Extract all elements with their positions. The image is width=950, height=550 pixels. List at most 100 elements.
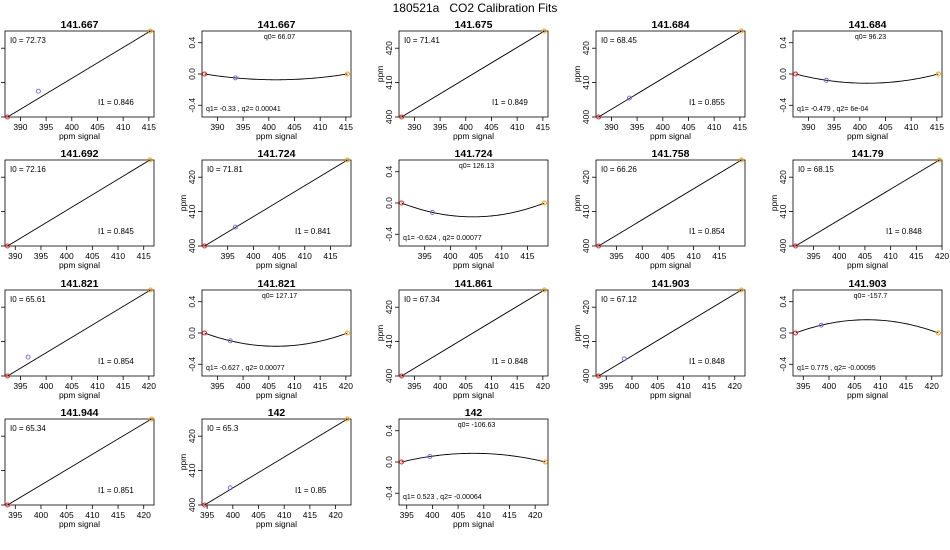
y-tick-label: 410 [581, 334, 591, 348]
y-tick-label: 400 [581, 369, 591, 383]
x-tick-label: 390 [8, 251, 22, 261]
x-axis-label: ppm signal [59, 131, 100, 141]
data-point [232, 224, 238, 230]
q1-q2-label: q1= -0.33 , q2= 0.00041 [206, 106, 281, 113]
data-point [542, 459, 548, 465]
data-point [596, 373, 602, 379]
x-tick-label: 420 [339, 381, 353, 391]
intercept-label: I0 = 65.61 [10, 295, 46, 304]
y-tick-label: 0.0 [384, 197, 394, 209]
data-point [596, 243, 602, 249]
x-tick-label: 400 [246, 251, 260, 261]
x-axis-label: ppm signal [847, 260, 888, 270]
x-tick-label: 395 [210, 381, 224, 391]
plot-frame [201, 418, 352, 506]
y-tick-label: 410 [778, 204, 788, 218]
x-tick-label: 400 [262, 122, 276, 132]
y-tick-label: 410 [384, 334, 394, 348]
data-point [541, 28, 547, 34]
panel-title: 141.684 [652, 19, 690, 31]
x-tick-label: 395 [8, 510, 22, 520]
x-tick-label: 410 [495, 251, 509, 261]
x-tick-label: 395 [200, 510, 214, 520]
y-axis-label: ppm [178, 454, 188, 471]
x-tick-label: 405 [661, 251, 675, 261]
x-axis-label: ppm signal [847, 390, 888, 400]
x-tick-label: 410 [277, 510, 291, 520]
plot-frame [792, 30, 943, 118]
y-tick-label: 420 [384, 41, 394, 55]
x-tick-label: 410 [90, 381, 104, 391]
x-tick-label: 390 [604, 122, 618, 132]
intercept-label: I0 = 68.15 [798, 165, 834, 174]
panel-title: 141.903 [849, 278, 887, 290]
x-tick-label: 400 [853, 122, 867, 132]
y-tick-label: 0.4 [384, 166, 394, 178]
x-tick-label: 410 [287, 381, 301, 391]
x-tick-label: 395 [221, 251, 235, 261]
slope-label: I1 = 0.848 [886, 227, 922, 236]
slope-label: I1 = 0.846 [98, 98, 134, 107]
fit-line [203, 160, 349, 246]
x-tick-label: 405 [272, 251, 286, 261]
data-point [5, 373, 11, 379]
x-tick-label: 410 [510, 122, 524, 132]
x-tick-label: 400 [236, 381, 250, 391]
data-point [148, 416, 154, 422]
data-point [5, 243, 11, 249]
x-tick-label: 410 [85, 510, 99, 520]
data-point [541, 287, 547, 293]
plot-frame [4, 289, 155, 377]
plot-frame [201, 289, 352, 377]
x-tick-label: 415 [712, 251, 726, 261]
intercept-label: I0 = 72.73 [10, 36, 46, 45]
fit-panel-14: 141.903 395 400 405 410 415 420 ppm signal 400 41… [572, 278, 746, 400]
figure-title: 180521a CO2 Calibration Fits [392, 1, 558, 15]
fit-panel-13: 141.861 395 400 405 410 415 420 ppm signal 400 41… [375, 278, 550, 400]
panel-title: 141.944 [61, 407, 99, 419]
data-point [793, 71, 799, 77]
x-tick-label: 395 [609, 251, 623, 261]
x-tick-label: 405 [90, 122, 104, 132]
x-tick-label: 410 [298, 251, 312, 261]
y-tick-label: 0.0 [384, 456, 394, 468]
intercept-label: I0 = 72.16 [10, 165, 46, 174]
intercept-label: I0 = 67.34 [404, 295, 440, 304]
intercept-label: I0 = 71.41 [404, 36, 440, 45]
x-tick-label: 420 [528, 510, 542, 520]
y-tick-label: 420 [581, 41, 591, 55]
data-point [202, 243, 208, 249]
fit-line [6, 419, 153, 505]
x-axis-label: ppm signal [453, 519, 494, 529]
x-tick-label: 410 [477, 510, 491, 520]
x-tick-label: 405 [858, 251, 872, 261]
x-tick-label: 405 [681, 122, 695, 132]
x-tick-label: 415 [536, 122, 550, 132]
fit-panel-2: 141.667 390 395 400 405 410 415 ppm signal -0.4 0… [187, 19, 353, 141]
fit-panel-5: 141.684 390 395 400 405 410 415 ppm signal -0.4 0… [778, 19, 944, 141]
fit-panel-18: 142 395 400 405 410 415 420 ppm signal -0.4 0.0 0.… [384, 407, 549, 529]
plot-frame [4, 418, 155, 506]
x-tick-label: 415 [111, 510, 125, 520]
fit-curve [401, 452, 546, 463]
data-point [344, 71, 350, 77]
fit-line [6, 160, 151, 246]
intercept-label: I0 = 67.12 [601, 295, 637, 304]
plot-frame [792, 289, 943, 377]
y-tick-label: 410 [187, 463, 197, 477]
slope-label: I1 = 0.845 [98, 227, 134, 236]
plot-frame [398, 289, 549, 377]
y-tick-label: 0.4 [778, 37, 788, 49]
y-tick-label: 420 [581, 300, 591, 314]
fit-line [400, 290, 546, 376]
x-tick-label: 400 [443, 251, 457, 261]
x-tick-label: 420 [925, 381, 939, 391]
y-tick-label: 400 [581, 239, 591, 253]
y-tick-label: 400 [384, 110, 394, 124]
x-tick-label: 390 [407, 122, 421, 132]
x-tick-label: 415 [899, 381, 913, 391]
